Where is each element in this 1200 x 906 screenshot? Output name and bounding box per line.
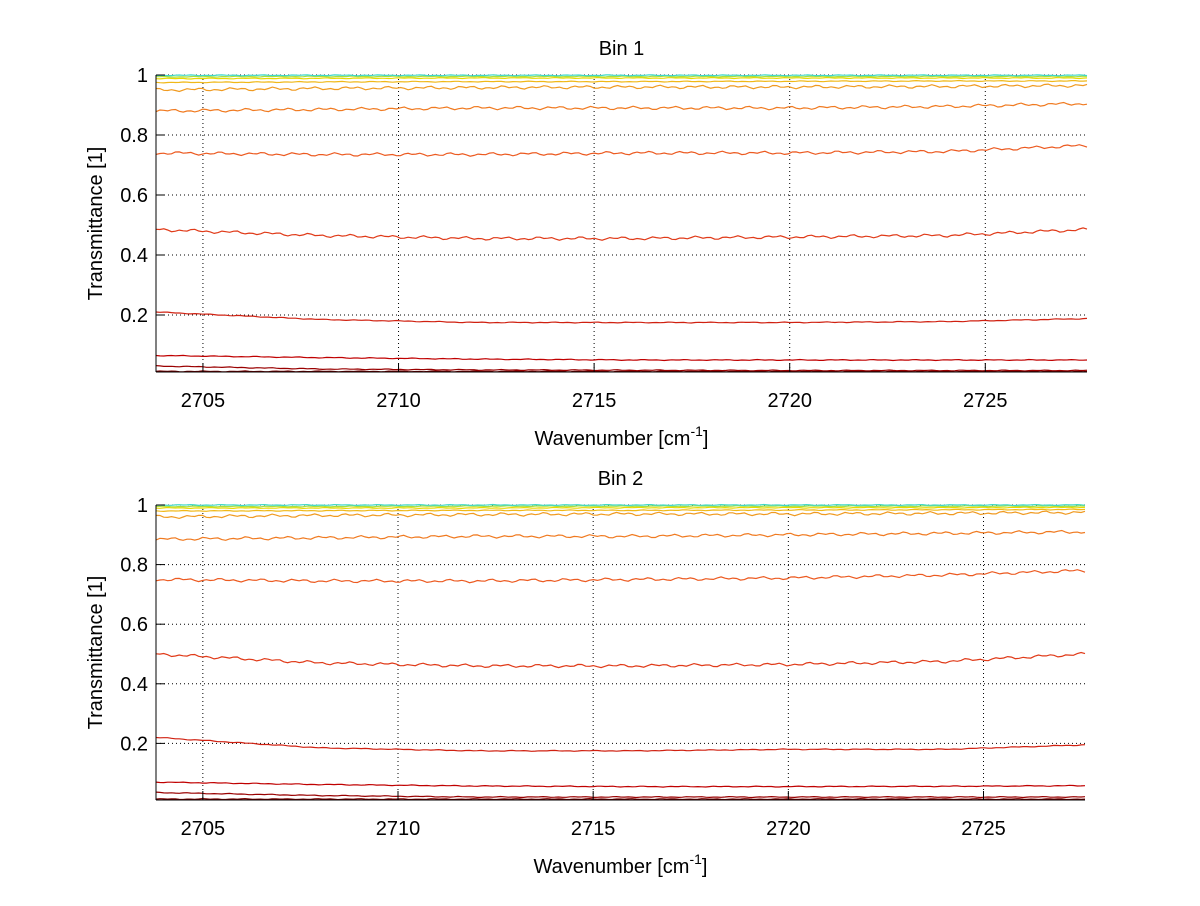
y-tick-label: 1	[137, 65, 148, 87]
y-tick-label: 0.8	[120, 555, 148, 577]
x-tick-label: 2705	[181, 390, 226, 412]
series-line-s1	[155, 797, 1086, 801]
series-line-s11	[156, 505, 1086, 508]
y-tick-label: 0.4	[120, 674, 148, 696]
series-line-s12	[155, 503, 1086, 507]
y-axis-label: Transmittance [1]	[85, 576, 107, 730]
series-line-s2	[155, 365, 1088, 372]
x-tick-label: 2705	[181, 818, 226, 840]
x-tick-label: 2710	[376, 390, 421, 412]
series-line-s9	[155, 508, 1086, 513]
series-line-s10	[155, 76, 1088, 80]
series-line-s12	[155, 74, 1088, 77]
series-line-s7	[155, 529, 1086, 541]
series-line-s4	[155, 736, 1086, 752]
x-tick-label: 2725	[961, 818, 1006, 840]
x-axis-label-end: ]	[702, 856, 708, 878]
plot-area	[156, 75, 1087, 372]
subplot-2: 2705 2710 2715 2720 2725 0.2 0.4 0.6 0.8 1 Bin 2 Wa…	[85, 468, 1086, 878]
series-line-s8	[155, 510, 1086, 520]
x-axis-label-end: ]	[703, 428, 709, 450]
series-line-s3	[155, 354, 1088, 362]
y-axis-label: Transmittance [1]	[85, 147, 107, 301]
x-tick-label: 2715	[572, 390, 617, 412]
y-tick-label: 0.6	[120, 185, 148, 207]
y-tick-label: 1	[137, 495, 148, 517]
x-tick-label: 2725	[963, 390, 1008, 412]
series-line-s5	[155, 651, 1086, 669]
x-axis-label: Wavenumber [cm-1]	[534, 851, 708, 878]
chart-title: Bin 1	[599, 38, 645, 60]
y-tick-label: 0.2	[120, 733, 148, 755]
x-axis-label-superscript: -1	[690, 423, 703, 439]
series-line-s3	[155, 781, 1086, 788]
x-tick-label: 2710	[376, 818, 421, 840]
x-axis-label-superscript: -1	[689, 851, 702, 867]
x-tick-label: 2715	[571, 818, 616, 840]
x-axis-label: Wavenumber [cm-1]	[535, 423, 709, 450]
series-line-s10	[155, 506, 1086, 510]
series-line-s5	[155, 227, 1088, 241]
series-line-s4	[155, 311, 1088, 324]
plot-area	[156, 505, 1085, 800]
y-tick-label: 0.8	[120, 125, 148, 147]
x-axis-label-text: Wavenumber [cm	[534, 856, 690, 878]
x-axis-label-text: Wavenumber [cm	[535, 428, 691, 450]
series-line-s9	[155, 79, 1088, 84]
x-tick-label: 2720	[766, 818, 811, 840]
y-tick-label: 0.6	[120, 614, 148, 636]
subplot-1: 2705 2710 2715 2720 2725 0.2 0.4 0.6 0.8 1 Bin 1 Wa…	[85, 38, 1088, 450]
series-line-s11	[156, 75, 1088, 78]
series-line-s7	[155, 101, 1088, 113]
series-line-s2	[155, 791, 1086, 799]
series-line-s6	[155, 144, 1088, 157]
series-line-s8	[155, 83, 1088, 93]
chart-title: Bin 2	[598, 468, 644, 490]
y-tick-label: 0.2	[120, 305, 148, 327]
x-tick-label: 2720	[767, 390, 812, 412]
series-line-s6	[155, 569, 1086, 584]
y-tick-label: 0.4	[120, 245, 148, 267]
